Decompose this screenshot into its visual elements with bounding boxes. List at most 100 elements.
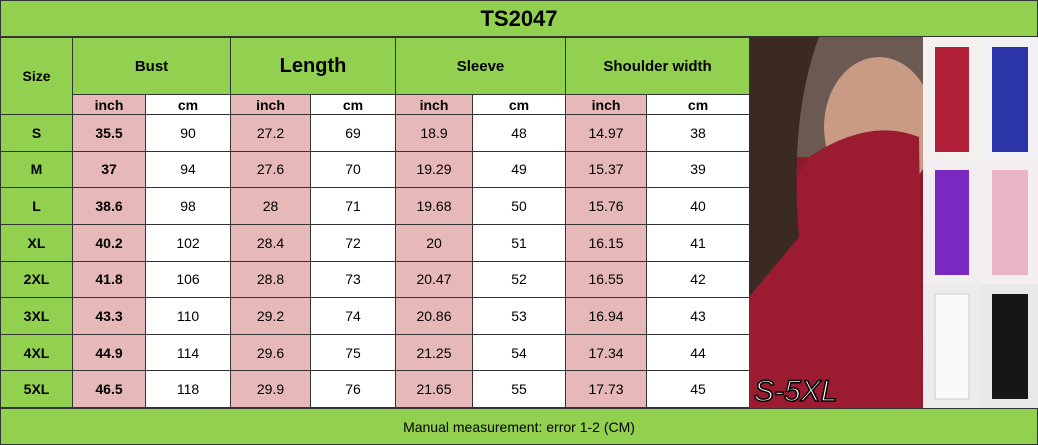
measure-cell: 73 [310, 260, 396, 299]
footer-note: Manual measurement: error 1-2 (CM) [0, 408, 1038, 445]
unit-header: cm [145, 94, 231, 115]
measure-cell: 38 [646, 114, 751, 152]
measure-cell: 53 [471, 297, 567, 335]
size-cell: 4XL [0, 333, 73, 372]
size-row: L 38.6 98 28 71 19.68 50 15.76 40 [0, 187, 751, 225]
measure-cell: 44 [646, 333, 751, 372]
measure-cell: 50 [471, 187, 567, 225]
size-row: XL 40.2 102 28.4 72 20 51 16.15 41 [0, 223, 751, 262]
measure-cell: 37 [72, 150, 146, 189]
measure-cell: 49 [471, 150, 567, 189]
measure-cell: 16.15 [565, 223, 648, 262]
measure-cell: 16.55 [565, 260, 648, 299]
measure-cell: 46.5 [72, 370, 146, 408]
measure-cell: 27.2 [230, 114, 311, 152]
measure-cell: 21.25 [395, 333, 473, 372]
measure-cell: 28.8 [230, 260, 311, 299]
unit-header: cm [471, 94, 567, 115]
size-row: 3XL 43.3 110 29.2 74 20.86 53 16.94 43 [0, 297, 751, 335]
unit-header: inch [565, 94, 648, 115]
measure-cell: 18.9 [395, 114, 473, 152]
measure-cell: 110 [145, 297, 231, 335]
measure-cell: 70 [310, 150, 396, 189]
measure-cell: 41.8 [72, 260, 146, 299]
measure-cell: 38.6 [72, 187, 146, 225]
unit-header: cm [310, 94, 396, 115]
size-cell: XL [0, 223, 73, 262]
size-table: Size Bust Length Sleeve Shoulder width inch cm… [0, 37, 751, 408]
measure-cell: 41 [646, 223, 751, 262]
measure-cell: 76 [310, 370, 396, 408]
measure-cell: 15.37 [565, 150, 648, 189]
measure-cell: 102 [145, 223, 231, 262]
measure-cell: 39 [646, 150, 751, 189]
measure-cell: 98 [145, 187, 231, 225]
measure-cell: 40 [646, 187, 751, 225]
measure-cell: 44.9 [72, 333, 146, 372]
measure-cell: 55 [471, 370, 567, 408]
measure-cell: 94 [145, 150, 231, 189]
unit-header: inch [72, 94, 146, 115]
measure-cell: 40.2 [72, 223, 146, 262]
size-cell: 3XL [0, 297, 73, 335]
size-range-caption: S-5XL [754, 375, 837, 408]
unit-header: inch [395, 94, 473, 115]
measure-cell: 29.9 [230, 370, 311, 408]
measure-cell: 43.3 [72, 297, 146, 335]
measure-cell: 75 [310, 333, 396, 372]
measure-cell: 29.6 [230, 333, 311, 372]
measure-cell: 69 [310, 114, 396, 152]
measure-cell: 28 [230, 187, 311, 225]
measure-cell: 29.2 [230, 297, 311, 335]
size-row: M 37 94 27.6 70 19.29 49 15.37 39 [0, 150, 751, 189]
title: TS2047 [0, 0, 1038, 37]
size-cell: S [0, 114, 73, 152]
measure-cell: 74 [310, 297, 396, 335]
size-row: 5XL 46.5 118 29.9 76 21.65 55 17.73 45 [0, 370, 751, 408]
group-header: Length [230, 37, 396, 95]
measure-cell: 90 [145, 114, 231, 152]
product-photo: S-5XL [749, 37, 1038, 408]
measure-cell: 14.97 [565, 114, 648, 152]
measure-cell: 19.68 [395, 187, 473, 225]
measure-cell: 21.65 [395, 370, 473, 408]
measure-cell: 54 [471, 333, 567, 372]
measure-cell: 27.6 [230, 150, 311, 189]
measure-cell: 17.73 [565, 370, 648, 408]
unit-header: inch [230, 94, 311, 115]
measure-cell: 19.29 [395, 150, 473, 189]
measure-cell: 72 [310, 223, 396, 262]
unit-header: cm [646, 94, 751, 115]
size-row: 4XL 44.9 114 29.6 75 21.25 54 17.34 44 [0, 333, 751, 372]
size-cell: L [0, 187, 73, 225]
measure-cell: 45 [646, 370, 751, 408]
measure-cell: 35.5 [72, 114, 146, 152]
measure-cell: 51 [471, 223, 567, 262]
size-cell: 5XL [0, 370, 73, 408]
unit-row: inch cm inch cm inch cm inch cm [1, 94, 751, 115]
group-header: Sleeve [394, 37, 567, 95]
measure-cell: 17.34 [565, 333, 648, 372]
measure-cell: 106 [145, 260, 231, 299]
size-row: S 35.5 90 27.2 69 18.9 48 14.97 38 [0, 114, 751, 152]
group-header: Shoulder width [565, 37, 751, 95]
measure-cell: 15.76 [565, 187, 648, 225]
group-header: Bust [72, 37, 231, 95]
size-cell: M [0, 150, 73, 189]
measure-cell: 20.86 [395, 297, 473, 335]
size-cell: 2XL [0, 260, 73, 299]
measure-cell: 114 [145, 333, 231, 372]
measure-cell: 71 [310, 187, 396, 225]
group-header-row: Size Bust Length Sleeve Shoulder width [0, 37, 751, 115]
size-row: 2XL 41.8 106 28.8 73 20.47 52 16.55 42 [0, 260, 751, 299]
measure-cell: 16.94 [565, 297, 648, 335]
measure-cell: 48 [471, 114, 567, 152]
measure-cell: 28.4 [230, 223, 311, 262]
measure-cell: 118 [145, 370, 231, 408]
measure-cell: 42 [646, 260, 751, 299]
size-header: Size [0, 37, 73, 115]
measure-cell: 52 [471, 260, 567, 299]
measure-cell: 43 [646, 297, 751, 335]
table-body: Size Bust Length Sleeve Shoulder width inch cm… [0, 37, 751, 408]
